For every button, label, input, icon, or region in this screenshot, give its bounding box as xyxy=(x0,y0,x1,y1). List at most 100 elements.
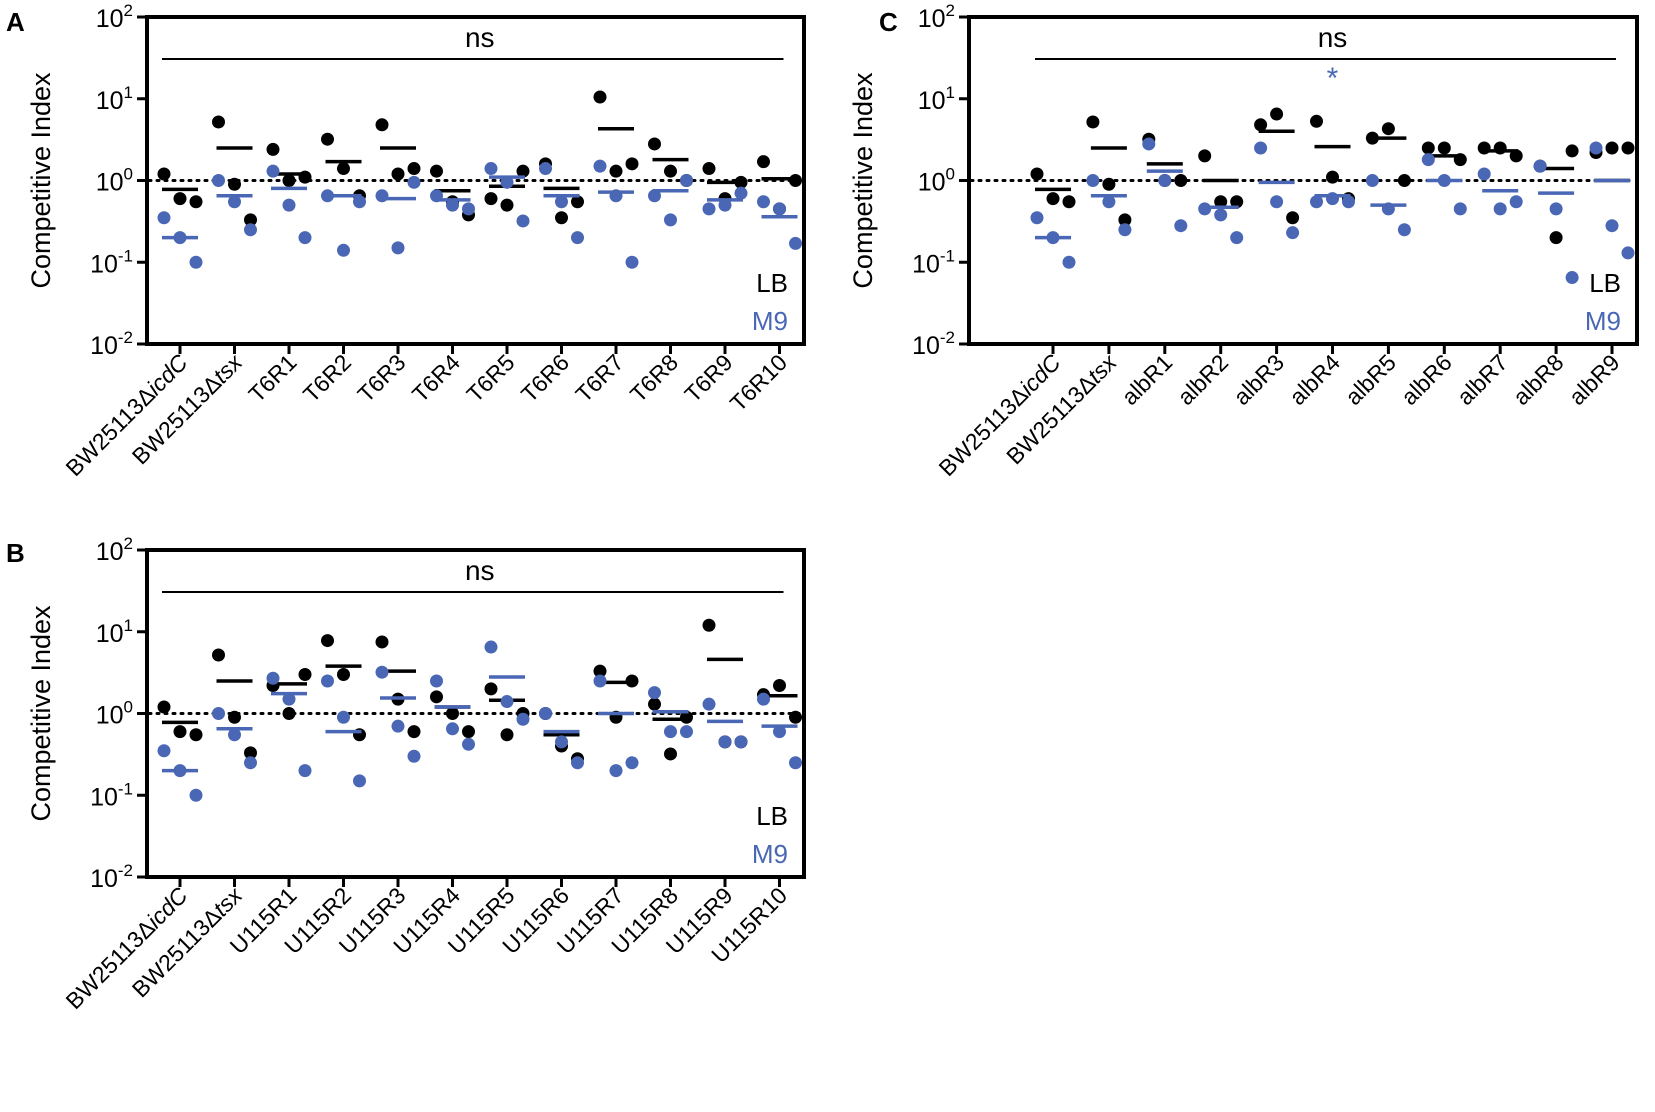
data-point-m9 xyxy=(1310,195,1323,209)
data-point-lb xyxy=(228,177,241,191)
data-point-m9 xyxy=(555,195,568,209)
data-point-lb xyxy=(516,164,530,178)
data-point-m9 xyxy=(446,722,459,736)
data-point-m9 xyxy=(1214,208,1228,222)
x-tick-label: albR7 xyxy=(1452,349,1513,410)
data-point-m9 xyxy=(789,236,802,250)
data-point-lb xyxy=(484,192,498,206)
data-point-m9 xyxy=(1174,219,1188,233)
data-point-m9 xyxy=(625,255,639,269)
data-point-m9 xyxy=(391,241,405,255)
data-point-m9 xyxy=(1421,153,1435,167)
data-point-m9 xyxy=(664,213,677,227)
data-point-m9 xyxy=(446,198,459,212)
data-point-lb xyxy=(266,142,280,156)
data-point-lb xyxy=(1397,174,1411,187)
data-point-lb xyxy=(244,213,257,227)
data-point-lb xyxy=(1270,107,1284,121)
data-point-m9 xyxy=(571,231,584,245)
data-point-lb xyxy=(430,690,443,704)
data-point-m9 xyxy=(1621,246,1635,260)
data-point-lb xyxy=(500,198,514,212)
data-point-lb xyxy=(648,137,661,151)
data-point-lb xyxy=(282,174,296,187)
x-tick-label: T6R5 xyxy=(461,349,519,407)
data-point-lb xyxy=(1030,167,1044,181)
data-point-m9 xyxy=(702,697,716,711)
data-point-m9 xyxy=(1589,141,1603,155)
data-point-m9 xyxy=(484,162,498,176)
y-axis-label: Competitive Index xyxy=(26,72,56,289)
data-point-lb xyxy=(430,164,443,178)
data-point-m9 xyxy=(1493,202,1507,216)
y-axis-label: Competitive Index xyxy=(848,72,878,289)
data-point-m9 xyxy=(516,712,530,726)
data-point-m9 xyxy=(757,195,770,209)
panel-label: B xyxy=(6,538,25,568)
data-point-m9 xyxy=(212,174,225,187)
y-tick-label: 101 xyxy=(96,616,133,648)
x-tick-label: T6R6 xyxy=(516,349,574,407)
data-point-m9 xyxy=(1549,202,1563,216)
data-point-m9 xyxy=(353,195,366,209)
panel-label: A xyxy=(6,7,25,37)
data-point-m9 xyxy=(189,255,203,269)
data-point-lb xyxy=(212,115,225,129)
x-tick-label: T6R4 xyxy=(407,349,465,407)
y-tick-label: 101 xyxy=(96,83,133,115)
data-point-m9 xyxy=(430,674,443,688)
y-tick-label: 100 xyxy=(96,165,133,197)
data-point-m9 xyxy=(1142,137,1156,151)
legend-m9: M9 xyxy=(1585,306,1621,336)
data-point-m9 xyxy=(1118,223,1132,237)
x-tick-label: T6R7 xyxy=(570,349,628,407)
data-point-lb xyxy=(407,725,421,739)
data-point-m9 xyxy=(1365,174,1379,187)
chart-panel-c: C 102 101 100 10-1 10-2 Competitive Index ns * LB… xyxy=(848,1,1639,481)
data-point-lb xyxy=(1198,149,1212,163)
data-point-m9 xyxy=(244,223,257,237)
x-tick-label: albR6 xyxy=(1396,349,1457,410)
data-point-m9 xyxy=(1342,195,1355,209)
data-point-lb xyxy=(593,90,607,104)
y-tick-label: 10-1 xyxy=(90,246,133,278)
data-point-m9 xyxy=(266,671,280,685)
data-point-m9 xyxy=(337,243,350,257)
data-point-m9 xyxy=(516,214,530,228)
data-point-m9 xyxy=(189,788,203,802)
plot-frame xyxy=(967,15,1639,346)
data-point-m9 xyxy=(1286,226,1300,240)
data-point-m9 xyxy=(648,686,661,700)
data-point-m9 xyxy=(773,725,786,739)
x-tick-label: albR8 xyxy=(1508,349,1569,410)
data-point-lb xyxy=(593,664,607,678)
data-point-m9 xyxy=(539,707,552,720)
data-point-m9 xyxy=(391,719,405,733)
data-point-lb xyxy=(1286,211,1300,225)
y-tick-label: 102 xyxy=(96,1,133,33)
data-point-m9 xyxy=(500,175,514,189)
data-point-m9 xyxy=(298,764,312,778)
y-axis-label: Competitive Index xyxy=(26,605,56,822)
data-point-m9 xyxy=(1565,271,1579,285)
data-point-lb xyxy=(1214,195,1228,209)
data-point-lb xyxy=(1118,213,1132,227)
data-point-m9 xyxy=(718,735,732,749)
data-point-lb xyxy=(337,667,350,681)
data-point-m9 xyxy=(1230,231,1244,245)
legend-lb: LB xyxy=(756,268,788,298)
significance-label: ns xyxy=(465,22,495,53)
data-point-lb xyxy=(648,697,661,711)
data-point-lb xyxy=(298,667,312,681)
data-point-lb xyxy=(702,162,716,176)
y-tick-label: 101 xyxy=(918,83,955,115)
data-point-m9 xyxy=(1086,174,1100,187)
y-tick-label: 10-1 xyxy=(912,246,955,278)
data-point-m9 xyxy=(702,202,716,216)
data-point-m9 xyxy=(321,674,334,688)
data-point-m9 xyxy=(407,175,421,189)
data-point-m9 xyxy=(462,737,475,751)
data-point-lb xyxy=(173,192,187,206)
data-point-m9 xyxy=(1158,174,1172,187)
data-point-m9 xyxy=(266,164,280,178)
